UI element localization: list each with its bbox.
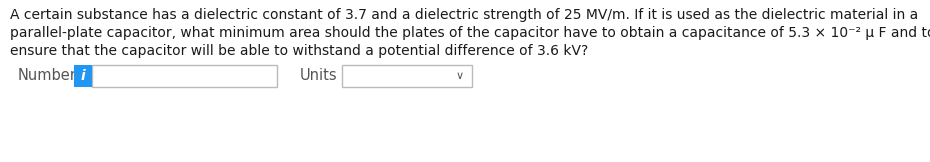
Text: Number: Number [18,69,77,83]
FancyBboxPatch shape [342,65,472,87]
Text: ensure that the capacitor will be able to withstand a potential difference of 3.: ensure that the capacitor will be able t… [10,44,589,58]
Text: Units: Units [300,69,338,83]
FancyBboxPatch shape [92,65,277,87]
Text: ∨: ∨ [456,71,464,81]
Text: parallel-plate capacitor, what minimum area should the plates of the capacitor h: parallel-plate capacitor, what minimum a… [10,26,930,40]
FancyBboxPatch shape [74,65,92,87]
Text: A certain substance has a dielectric constant of 3.7 and a dielectric strength o: A certain substance has a dielectric con… [10,8,918,22]
Text: i: i [81,69,86,83]
